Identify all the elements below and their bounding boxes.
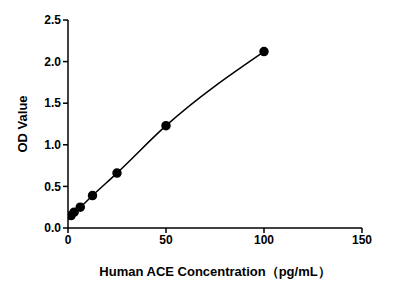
svg-text:50: 50	[159, 233, 173, 247]
svg-text:0: 0	[65, 233, 72, 247]
svg-text:Human ACE Concentration（pg/mL）: Human ACE Concentration（pg/mL）	[99, 264, 330, 279]
svg-text:100: 100	[254, 233, 274, 247]
svg-text:0.0: 0.0	[44, 221, 61, 235]
svg-text:150: 150	[352, 233, 372, 247]
svg-text:OD Value: OD Value	[15, 95, 30, 152]
svg-text:1.5: 1.5	[44, 96, 61, 110]
svg-text:1.0: 1.0	[44, 138, 61, 152]
svg-text:2.0: 2.0	[44, 55, 61, 69]
svg-text:0.5: 0.5	[44, 180, 61, 194]
svg-text:2.5: 2.5	[44, 13, 61, 27]
